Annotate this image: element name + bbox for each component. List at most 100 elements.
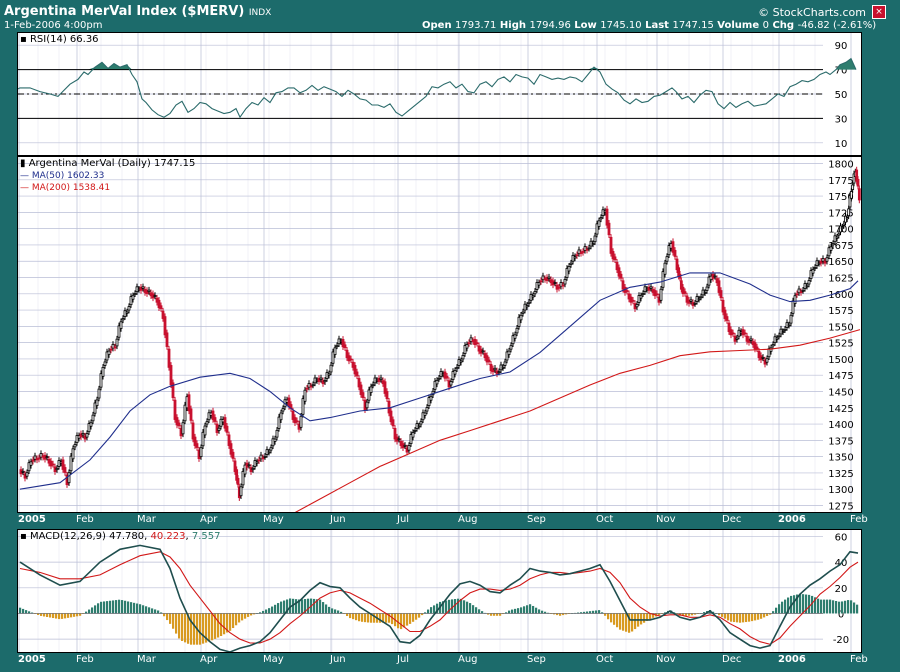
macd-histogram-bar	[730, 613, 733, 622]
candle-body	[731, 332, 735, 335]
macd-histogram-bar	[361, 613, 364, 622]
candle-body	[799, 291, 803, 294]
candle-body	[211, 410, 215, 420]
candle-body	[647, 286, 651, 291]
candle-body	[365, 401, 369, 409]
macd-histogram-bar	[454, 599, 457, 614]
candle-body	[765, 358, 769, 363]
macd-histogram-bar	[385, 613, 388, 623]
rsi-overbought-fill	[120, 64, 127, 70]
macd-histogram-bar	[529, 604, 532, 614]
candle-body	[513, 334, 517, 339]
candle-body	[539, 280, 543, 283]
candle-body	[761, 357, 765, 359]
candle-body	[411, 432, 415, 438]
macd-histogram-bar	[358, 613, 361, 622]
candle-body	[335, 345, 339, 348]
macd-histogram-bar	[28, 611, 31, 614]
date-label: 1-Feb-2006 4:00pm	[4, 20, 103, 31]
x-tick-label: Jul	[397, 654, 410, 665]
macd-histogram-bar	[265, 609, 268, 614]
candle-body	[89, 422, 93, 427]
candle-body	[531, 295, 535, 298]
candle-body	[849, 191, 853, 199]
macd-histogram-bar	[145, 606, 148, 614]
candle-body	[675, 258, 679, 271]
y-tick-label: 1750	[828, 192, 853, 203]
macd-histogram-bar	[409, 613, 412, 624]
macd-histogram-bar	[598, 610, 601, 614]
y-tick-label: 70	[835, 66, 848, 77]
macd-histogram-bar	[322, 602, 325, 614]
macd-histogram-bar	[349, 613, 352, 619]
macd-histogram-bar	[238, 613, 241, 623]
macd-histogram-bar	[31, 612, 34, 614]
candle-body	[239, 486, 243, 497]
candle-body	[653, 290, 657, 297]
candle-body	[147, 289, 151, 293]
macd-histogram-bar	[601, 612, 604, 614]
macd-histogram-bar	[247, 613, 250, 617]
macd-histogram-bar	[124, 600, 127, 614]
macd-histogram-bar	[40, 613, 43, 616]
y-tick-label: 90	[835, 41, 848, 52]
candle-body	[259, 454, 263, 460]
macd-histogram-bar	[523, 606, 526, 614]
candle-body	[469, 337, 473, 342]
candle-body	[683, 291, 687, 294]
candle-body	[95, 399, 99, 407]
macd-histogram-bar	[115, 600, 118, 614]
candle-body	[227, 434, 231, 446]
macd-histogram-bar	[817, 598, 820, 614]
candle-body	[609, 236, 613, 254]
candle-body	[175, 417, 179, 426]
candle-body	[857, 188, 861, 201]
macd-histogram-bar	[472, 605, 475, 614]
x-tick-label: Feb	[76, 514, 94, 525]
macd-histogram-bar	[370, 613, 373, 623]
macd-histogram-bar	[748, 613, 751, 622]
candle-body	[51, 463, 55, 466]
quote-bar: Open 1793.71 High 1794.96 Low 1745.10 La…	[422, 20, 877, 31]
y-tick-label: 1575	[828, 306, 853, 317]
macd-histogram-bar	[169, 613, 172, 624]
y-tick-label: 60	[835, 532, 848, 543]
x-tick-label: Jul	[397, 514, 410, 525]
candle-body	[167, 348, 171, 368]
macd-histogram-bar	[724, 613, 727, 619]
candle-body	[303, 389, 307, 402]
candle-body	[509, 345, 513, 350]
candle-body	[55, 467, 59, 471]
macd-histogram-bar	[250, 613, 253, 616]
macd-histogram-bar	[118, 599, 121, 614]
macd-histogram-bar	[664, 612, 667, 614]
macd-line	[19, 544, 859, 652]
macd-histogram-bar	[613, 613, 616, 625]
candle-body	[565, 267, 569, 278]
candle-body	[169, 365, 173, 386]
macd-histogram-bar	[595, 610, 598, 614]
macd-histogram-bar	[391, 613, 394, 625]
macd-histogram-bar	[202, 613, 205, 644]
macd-histogram-bar	[763, 613, 766, 618]
macd-histogram-bar	[76, 613, 79, 617]
macd-histogram-bar	[175, 613, 178, 634]
macd-histogram-bar	[544, 611, 547, 614]
watermark: © StockCharts.com	[758, 6, 866, 19]
close-icon[interactable]: ×	[872, 5, 886, 19]
candle-body	[563, 279, 567, 285]
candle-body	[569, 262, 573, 265]
candle-body	[183, 404, 187, 422]
macd-histogram-bar	[22, 608, 25, 614]
x-tick-label: Feb	[76, 654, 94, 665]
candle-body	[391, 419, 395, 427]
candle-body	[261, 457, 265, 460]
macd-histogram-bar	[457, 598, 460, 614]
x-tick-label: May	[263, 654, 284, 665]
macd-histogram-bar	[103, 601, 106, 614]
candle-body	[583, 246, 587, 251]
x-tick-label: Sep	[527, 514, 546, 525]
candle-body	[501, 366, 505, 369]
macd-histogram-bar	[301, 599, 304, 614]
x-tick-label: Apr	[200, 654, 218, 665]
